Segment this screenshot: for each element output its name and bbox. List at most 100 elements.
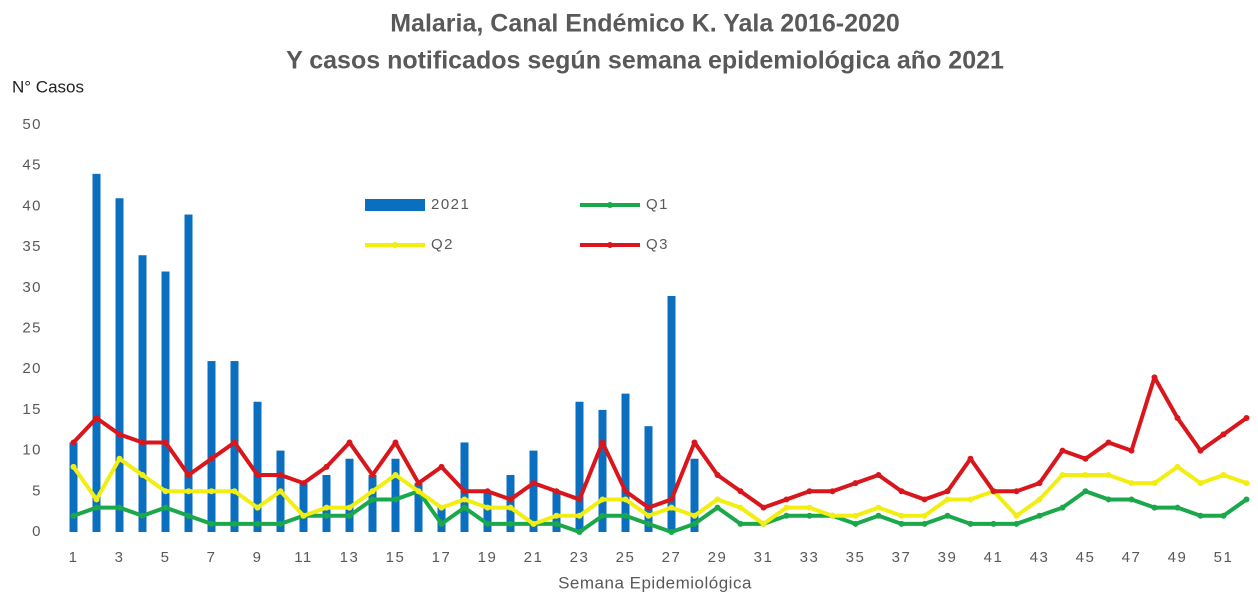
line-marker	[231, 488, 238, 495]
line-marker	[645, 504, 652, 511]
line-marker	[714, 496, 721, 503]
x-tick-label: 3	[115, 549, 125, 566]
line-marker	[254, 504, 261, 511]
bar	[138, 255, 147, 533]
line-marker	[254, 520, 261, 527]
x-axis-label: Semana Epidemiológica	[558, 573, 752, 592]
line-marker	[967, 496, 974, 503]
x-tick-label: 49	[1168, 549, 1188, 566]
line-marker	[829, 512, 836, 519]
line-marker	[530, 520, 537, 527]
line-marker	[599, 512, 606, 519]
line-marker	[392, 496, 399, 503]
y-tick-label: 25	[22, 319, 42, 336]
bar	[161, 271, 170, 532]
x-tick-label: 47	[1122, 549, 1142, 566]
y-tick-label: 40	[22, 197, 42, 214]
line-marker	[1197, 447, 1204, 454]
line-marker	[622, 496, 629, 503]
x-tick-label: 19	[478, 549, 498, 566]
line-marker	[622, 488, 629, 495]
line-marker	[254, 472, 261, 479]
line-marker	[1220, 431, 1227, 438]
line-marker	[737, 504, 744, 511]
line-marker	[484, 504, 491, 511]
x-tick-label: 29	[708, 549, 728, 566]
line-marker	[1243, 496, 1250, 503]
line-marker	[185, 472, 192, 479]
line-marker	[93, 415, 100, 422]
legend-label: Q2	[431, 236, 454, 253]
line-marker	[1220, 472, 1227, 479]
bar	[184, 214, 193, 533]
line-marker	[162, 439, 169, 446]
line-marker	[415, 480, 422, 487]
line-marker	[139, 512, 146, 519]
x-tick-label: 33	[800, 549, 820, 566]
line-marker	[1013, 520, 1020, 527]
line-marker	[1059, 504, 1066, 511]
bar	[368, 475, 377, 532]
line-marker	[323, 504, 330, 511]
bar	[69, 442, 78, 532]
line-marker	[898, 488, 905, 495]
line-marker	[1082, 472, 1089, 479]
line-marker	[875, 504, 882, 511]
line-marker	[1013, 512, 1020, 519]
x-tick-label: 27	[662, 549, 682, 566]
bar	[598, 409, 607, 532]
line-marker	[967, 455, 974, 462]
line-marker	[1105, 496, 1112, 503]
x-tick-label: 7	[207, 549, 217, 566]
y-tick-label: 45	[22, 157, 42, 174]
line	[72, 489, 1248, 534]
line-marker	[70, 512, 77, 519]
line-marker	[70, 439, 77, 446]
x-tick-label: 37	[892, 549, 912, 566]
line-marker	[231, 439, 238, 446]
x-tick-label: 9	[253, 549, 263, 566]
line-marker	[783, 504, 790, 511]
line-marker	[553, 520, 560, 527]
line-marker	[898, 520, 905, 527]
bar	[529, 450, 538, 532]
line-marker	[553, 512, 560, 519]
line-marker	[806, 504, 813, 511]
line-marker	[875, 472, 882, 479]
line	[71, 456, 1248, 526]
line-marker	[323, 512, 330, 519]
line-marker	[691, 439, 698, 446]
line-marker	[1174, 415, 1181, 422]
line-marker	[990, 520, 997, 527]
legend-marker	[607, 202, 613, 208]
bar	[299, 483, 308, 532]
line-marker	[116, 431, 123, 438]
line-marker	[1036, 480, 1043, 487]
line-marker	[346, 439, 353, 446]
x-tick-label: 15	[386, 549, 406, 566]
line-marker	[208, 455, 215, 462]
legend-label: Q1	[646, 196, 669, 213]
line-marker	[622, 512, 629, 519]
x-tick-label: 41	[984, 549, 1004, 566]
line-marker	[668, 496, 675, 503]
line-marker	[1128, 496, 1135, 503]
legend-marker	[607, 242, 613, 248]
line-marker	[1243, 480, 1250, 487]
x-tick-label: 5	[161, 549, 171, 566]
line-marker	[1036, 512, 1043, 519]
line-marker	[323, 463, 330, 470]
line-marker	[806, 488, 813, 495]
line-marker	[231, 520, 238, 527]
line-marker	[461, 496, 468, 503]
y-tick-label: 20	[22, 360, 42, 377]
x-tick-label: 11	[294, 549, 313, 566]
line-marker	[392, 472, 399, 479]
line-marker	[1220, 512, 1227, 519]
line-marker	[1174, 504, 1181, 511]
bar	[483, 491, 492, 532]
line-marker	[806, 512, 813, 519]
line-marker	[553, 488, 560, 495]
bar	[253, 401, 262, 532]
